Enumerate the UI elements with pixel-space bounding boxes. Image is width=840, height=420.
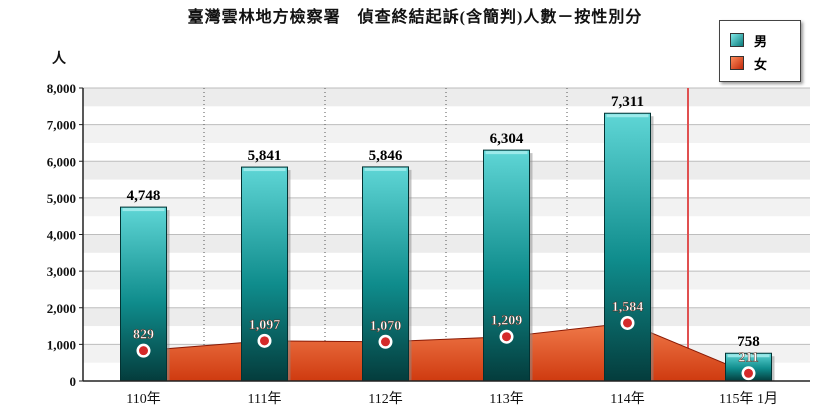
x-tick-label-0: 110年	[126, 391, 160, 407]
female-marker-2	[381, 337, 390, 347]
plot-stripe	[83, 234, 810, 253]
female-value-label-4: 1,584	[612, 300, 644, 315]
bar-value-label-2: 5,846	[369, 148, 403, 164]
female-value-label-3: 1,209	[491, 314, 523, 329]
bar-value-label-5: 758	[737, 334, 760, 350]
bar-highlight	[122, 208, 165, 212]
bar-highlight	[243, 168, 286, 172]
female-value-label-2: 1,070	[370, 319, 402, 334]
bar-male-1	[241, 166, 288, 382]
chart-title: 臺灣雲林地方檢察署 偵查終結起訴(含簡判)人數－按性別分	[187, 9, 643, 26]
bar-male-4	[604, 112, 651, 382]
y-tick-label-0: 0	[70, 374, 77, 389]
bar-male-2	[362, 166, 409, 382]
bar-value-label-4: 7,311	[611, 94, 644, 110]
y-axis-unit: 人	[52, 52, 66, 67]
legend-swatch-male	[730, 33, 744, 47]
y-tick-label-6: 6,000	[47, 154, 76, 169]
y-tick-label-7: 7,000	[47, 118, 76, 133]
y-tick-label-3: 3,000	[47, 264, 76, 279]
bar-value-label-0: 4,748	[127, 188, 161, 204]
female-marker-5	[744, 368, 753, 378]
bar-highlight	[485, 151, 528, 155]
female-value-label-5: 211	[738, 350, 758, 365]
bar-value-label-3: 6,304	[490, 131, 524, 147]
bar-highlight	[727, 354, 770, 358]
female-value-label-1: 1,097	[249, 318, 281, 333]
bar-male-3	[483, 149, 530, 382]
legend-swatch-female	[730, 56, 744, 70]
x-tick-label-4: 114年	[610, 391, 644, 407]
y-tick-label-2: 2,000	[47, 301, 76, 316]
plot-stripe	[83, 88, 810, 107]
y-tick-label-4: 4,000	[47, 228, 76, 243]
legend-label-female: 女	[754, 57, 768, 73]
y-tick-label-8: 8,000	[47, 81, 76, 96]
y-tick-label-1: 1,000	[47, 337, 76, 352]
bar-highlight	[606, 114, 649, 118]
bar-value-label-1: 5,841	[248, 148, 282, 164]
female-marker-4	[623, 318, 632, 328]
bar-highlight	[364, 167, 407, 171]
female-value-label-0: 829	[133, 328, 154, 343]
y-tick-label-5: 5,000	[47, 191, 76, 206]
x-tick-label-3: 113年	[489, 391, 523, 407]
female-marker-3	[502, 332, 511, 342]
legend: 男 女	[719, 20, 801, 82]
female-marker-1	[260, 336, 269, 346]
female-marker-0	[139, 346, 148, 356]
x-tick-label-1: 111年	[248, 391, 282, 407]
legend-item-female: 女	[730, 54, 768, 73]
legend-label-male: 男	[754, 34, 768, 50]
x-tick-label-5: 115年 1月	[719, 391, 778, 407]
legend-item-male: 男	[730, 31, 768, 50]
x-tick-label-2: 112年	[368, 391, 402, 407]
